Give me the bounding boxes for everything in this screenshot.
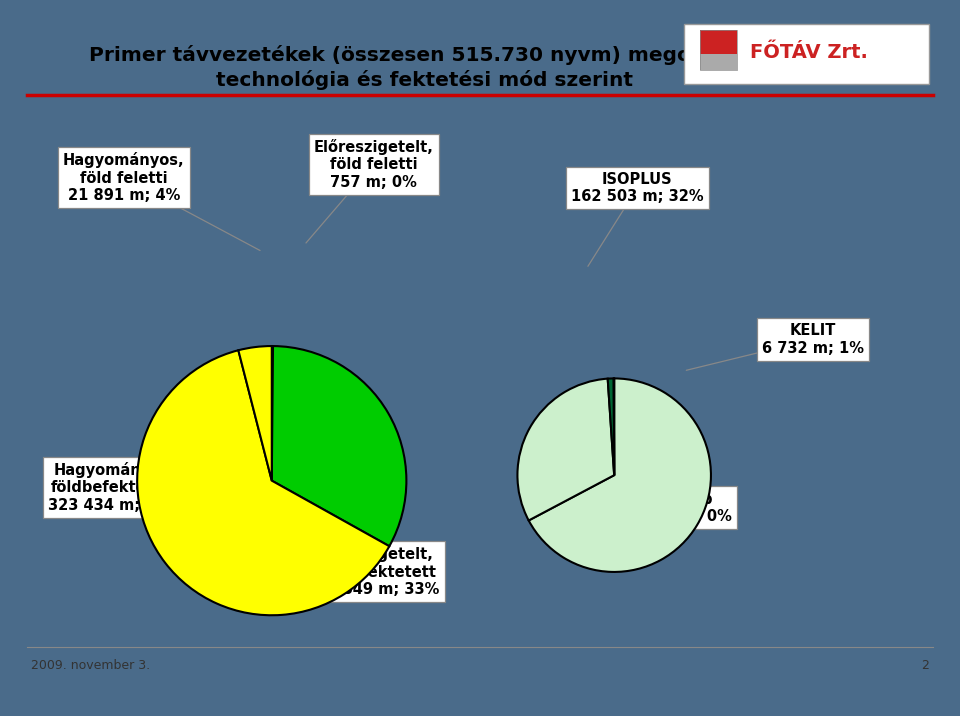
Bar bbox=[700, 29, 737, 70]
Wedge shape bbox=[137, 350, 390, 615]
Wedge shape bbox=[529, 379, 711, 572]
Wedge shape bbox=[238, 346, 272, 480]
Text: 2009. november 3.: 2009. november 3. bbox=[31, 659, 151, 672]
Bar bbox=[700, 29, 737, 54]
Text: Egyéb
413 m; 0%: Egyéb 413 m; 0% bbox=[645, 491, 732, 524]
Text: Primer távvezetékek (összesen 515.730 nyvm) megoszlása: Primer távvezetékek (összesen 515.730 ny… bbox=[88, 44, 760, 64]
Wedge shape bbox=[517, 379, 614, 521]
FancyBboxPatch shape bbox=[684, 24, 929, 84]
Text: Hagyományos,
föld feletti
21 891 m; 4%: Hagyományos, föld feletti 21 891 m; 4% bbox=[63, 153, 184, 203]
Bar bbox=[700, 54, 737, 70]
Wedge shape bbox=[608, 379, 614, 475]
Text: Előreszigetelt,
földbefektetett
169 649 m; 33%: Előreszigetelt, földbefektetett 169 649 … bbox=[307, 546, 440, 597]
Wedge shape bbox=[272, 346, 273, 480]
Text: Hagyományos,
földbefektetett
323 434 m; 63%: Hagyományos, földbefektetett 323 434 m; … bbox=[48, 462, 180, 513]
Text: 2: 2 bbox=[921, 659, 929, 672]
Text: KELIT
6 732 m; 1%: KELIT 6 732 m; 1% bbox=[762, 323, 864, 356]
Text: ISOPLUS
162 503 m; 32%: ISOPLUS 162 503 m; 32% bbox=[571, 172, 704, 204]
Wedge shape bbox=[272, 346, 406, 546]
Text: FŐTÁV Zrt.: FŐTÁV Zrt. bbox=[750, 43, 868, 62]
Text: Előreszigetelt,
föld feletti
757 m; 0%: Előreszigetelt, föld feletti 757 m; 0% bbox=[314, 139, 434, 190]
Text: technológia és fektetési mód szerint: technológia és fektetési mód szerint bbox=[216, 70, 633, 90]
